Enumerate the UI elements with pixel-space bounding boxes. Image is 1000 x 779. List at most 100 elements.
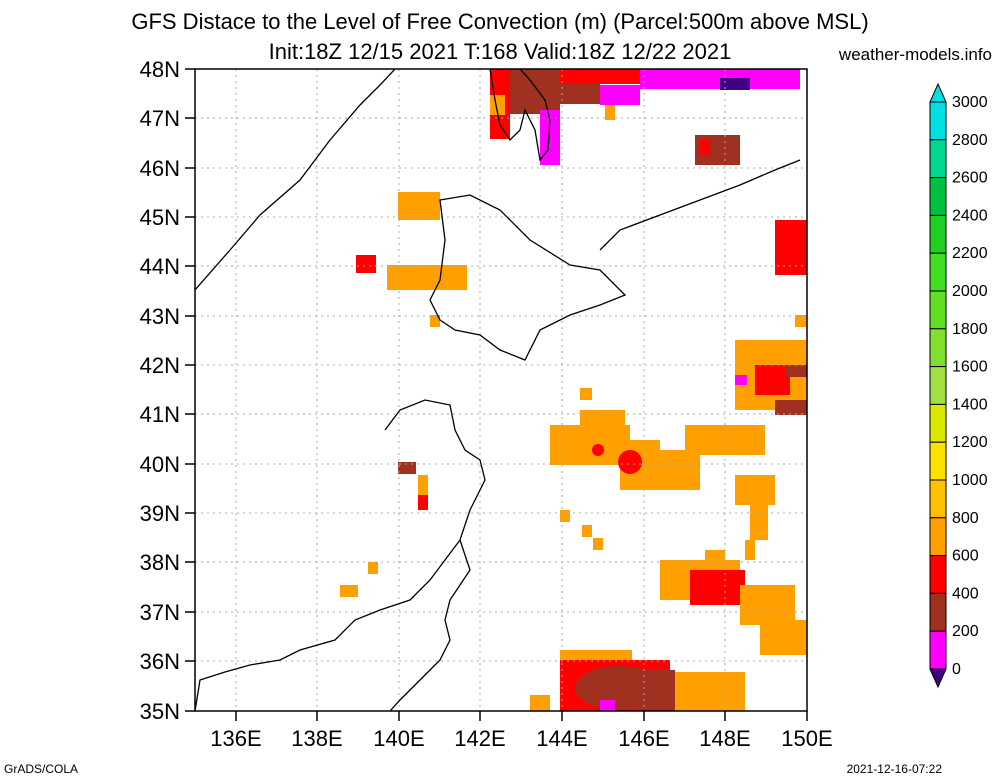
colorbar-swatch — [929, 441, 947, 481]
colorbar-label: 1200 — [952, 434, 988, 451]
footer-timestamp: 2021-12-16-07:22 — [846, 762, 942, 776]
field-patch — [785, 365, 807, 377]
colorbar-swatch — [929, 630, 947, 670]
coastline-honshu-east — [389, 539, 471, 711]
field-patch — [775, 400, 807, 415]
field-patch — [760, 620, 807, 655]
field-patch — [560, 69, 640, 84]
field-patch — [705, 550, 725, 565]
colorbar-label: 1400 — [952, 396, 988, 413]
field-patch — [690, 570, 745, 605]
field-patch — [356, 255, 376, 273]
field-patch — [560, 510, 570, 522]
lon-label: 144E — [536, 726, 587, 751]
field-patch — [430, 315, 440, 327]
field-patch — [387, 265, 467, 290]
map-title: GFS Distace to the Level of Free Convect… — [131, 9, 869, 34]
field-patch — [580, 388, 592, 400]
lat-label: 40N — [140, 452, 180, 477]
colorbar-swatch — [929, 328, 947, 368]
field-patch — [605, 105, 615, 120]
grid-lines — [195, 69, 807, 711]
colorbar-swatch — [929, 252, 947, 292]
field-patch — [700, 140, 710, 155]
latitude-labels: 48N 47N 46N 45N 44N 43N 42N 41N 40N 39N … — [140, 57, 180, 724]
lon-label: 150E — [781, 726, 832, 751]
field-patch — [592, 444, 604, 456]
field-patch — [795, 315, 807, 327]
coastline-layer — [195, 69, 801, 711]
colorbar-swatch — [929, 177, 947, 216]
lon-label: 146E — [618, 726, 669, 751]
colorbar: 3000280026002400220020001800160014001200… — [929, 82, 988, 689]
field-patch — [418, 475, 428, 510]
colorbar-label: 2200 — [952, 245, 988, 262]
field-patch — [745, 540, 755, 560]
field-patch — [540, 110, 560, 165]
colorbar-swatch — [929, 214, 947, 254]
colorbar-label: 800 — [952, 510, 979, 527]
coastline-honshu-west — [195, 399, 486, 711]
colorbar-label: 2800 — [952, 132, 988, 149]
field-patch — [740, 585, 795, 625]
colorbar-label: 600 — [952, 548, 979, 565]
field-patch — [600, 700, 615, 711]
field-layer — [340, 69, 807, 711]
field-patch — [618, 450, 642, 474]
colorbar-swatch — [929, 403, 947, 443]
field-patch — [340, 585, 358, 597]
field-patch — [660, 450, 700, 490]
coastline-asia — [195, 69, 396, 291]
map-subtitle: Init:18Z 12/15 2021 T:168 Valid:18Z 12/2… — [268, 39, 732, 64]
field-patch — [755, 365, 790, 395]
colorbar-top-arrow — [929, 82, 947, 103]
field-patch — [735, 375, 747, 385]
colorbar-label: 1600 — [952, 359, 988, 376]
lat-label: 45N — [140, 205, 180, 230]
lat-label: 41N — [140, 402, 180, 427]
lat-label: 42N — [140, 353, 180, 378]
field-patch — [775, 220, 807, 275]
coastline-hokkaido — [429, 194, 627, 361]
field-patch — [720, 78, 750, 90]
colorbar-swatch — [929, 139, 947, 179]
footer-software: GrADS/COLA — [4, 762, 79, 776]
colorbar-swatch — [929, 555, 947, 594]
lon-label: 142E — [454, 726, 505, 751]
colorbar-swatch — [929, 101, 947, 141]
lat-label: 44N — [140, 254, 180, 279]
field-patch — [580, 410, 625, 430]
colorbar-label: 2600 — [952, 170, 988, 187]
colorbar-swatch — [929, 517, 947, 557]
field-patch — [593, 538, 603, 550]
lon-label: 136E — [210, 726, 261, 751]
colorbar-label: 3000 — [952, 94, 988, 111]
field-patch — [398, 192, 440, 220]
field-patch — [640, 670, 675, 711]
colorbar-label: 2400 — [952, 207, 988, 224]
lat-label: 43N — [140, 304, 180, 329]
colorbar-label: 1800 — [952, 321, 988, 338]
site-label: weather-models.info — [838, 45, 992, 64]
field-patch — [600, 85, 640, 105]
field-patch — [582, 525, 592, 537]
field-patch — [750, 500, 768, 540]
colorbar-label: 1000 — [952, 472, 988, 489]
lat-label: 38N — [140, 550, 180, 575]
lat-label: 48N — [140, 57, 180, 82]
colorbar-swatch — [929, 479, 947, 519]
latitude-ticks — [185, 68, 195, 712]
field-patch — [490, 95, 505, 115]
field-patch — [550, 425, 630, 465]
lon-label: 138E — [291, 726, 342, 751]
colorbar-label: 2000 — [952, 283, 988, 300]
colorbar-label: 400 — [952, 585, 979, 602]
colorbar-label: 0 — [952, 661, 961, 678]
lat-label: 36N — [140, 649, 180, 674]
longitude-ticks — [235, 711, 808, 721]
lat-label: 39N — [140, 501, 180, 526]
coastline-kurils — [599, 159, 801, 251]
colorbar-label: 200 — [952, 623, 979, 640]
field-patch — [418, 495, 428, 510]
